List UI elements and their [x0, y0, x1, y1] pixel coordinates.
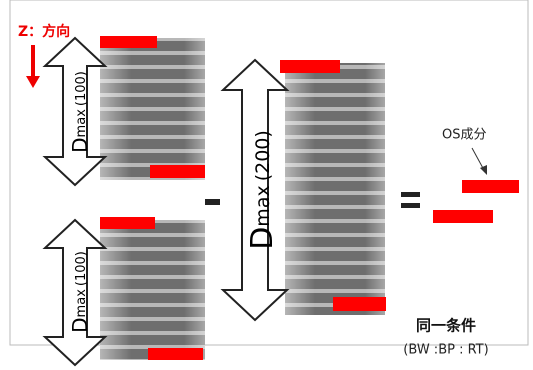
- result-label: OS成分: [442, 128, 487, 143]
- equals-sign: [401, 192, 420, 197]
- red-bar: [100, 36, 157, 48]
- blur: [100, 220, 205, 360]
- sub: max: [74, 109, 89, 138]
- red-bar: [462, 180, 519, 193]
- condition-title: 同一条件: [416, 317, 476, 335]
- condition-detail: (BW :BP : RT): [403, 343, 488, 358]
- value: (100): [74, 71, 89, 106]
- diagram: Z：方向 Dmax(100) Dmax(100) Dmax(200) OS成分 …: [0, 0, 533, 370]
- red-bar: [433, 210, 493, 223]
- z-arrow-head: [26, 76, 40, 88]
- d: D: [245, 227, 280, 250]
- d: D: [68, 317, 92, 332]
- d: D: [68, 137, 92, 152]
- blur: [285, 63, 385, 315]
- red-bar: [100, 217, 155, 229]
- value: (100): [74, 251, 89, 286]
- minus-sign: [205, 199, 220, 205]
- equals-sign: [401, 203, 420, 208]
- red-bar: [150, 165, 205, 178]
- red-bar: [280, 60, 340, 73]
- red-bar: [148, 348, 203, 360]
- value: (200): [252, 130, 274, 181]
- pointer-head: [480, 165, 487, 175]
- blur: [100, 38, 205, 180]
- sub: max: [74, 289, 89, 318]
- pointer: [472, 148, 484, 170]
- red-bar: [333, 297, 386, 311]
- axis-label: Z：方向: [18, 23, 70, 40]
- sub: max: [252, 185, 274, 226]
